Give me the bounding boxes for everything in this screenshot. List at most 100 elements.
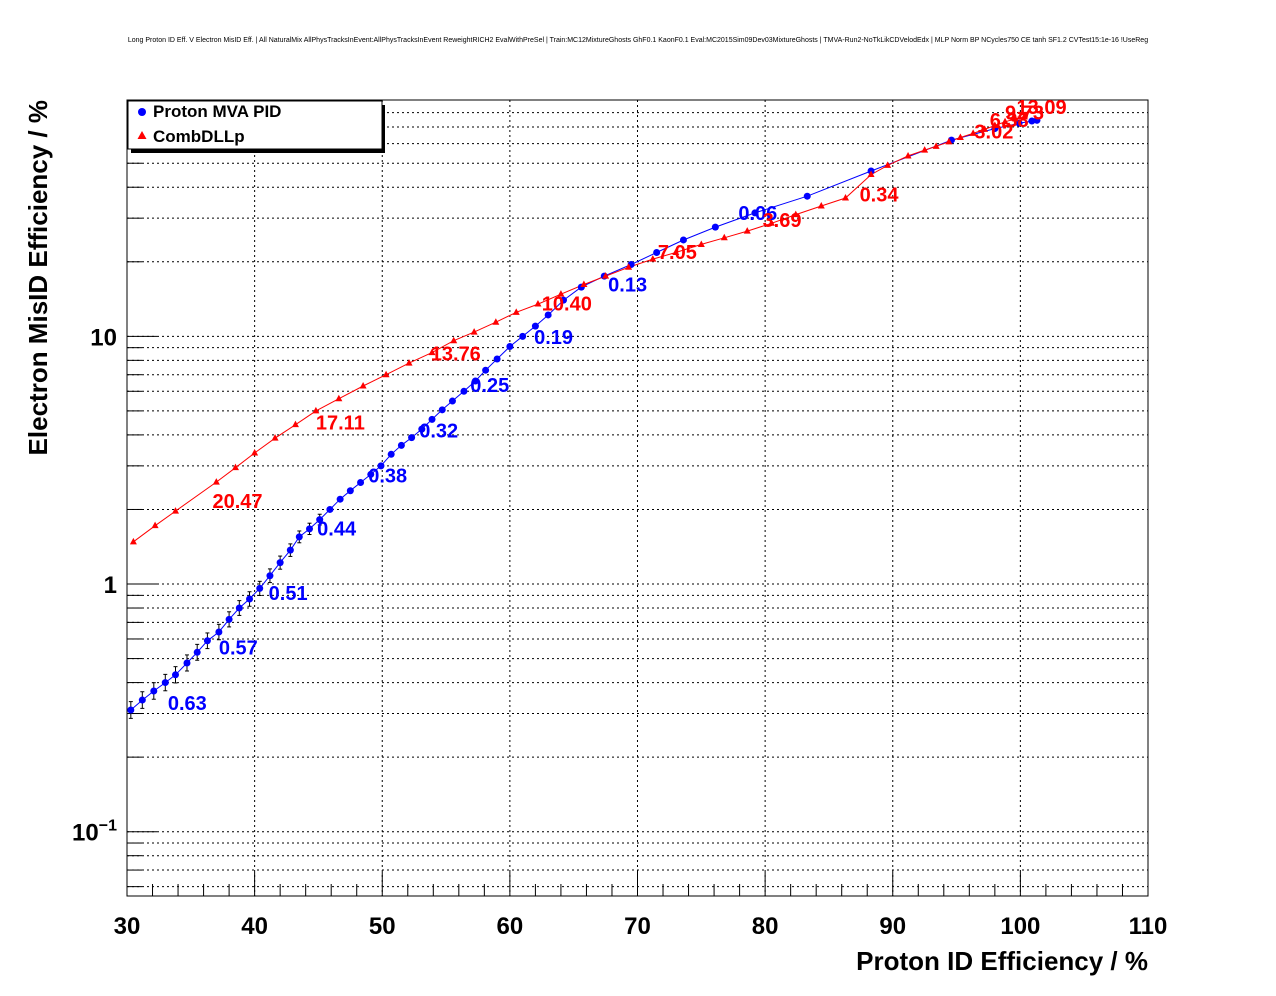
data-point-proton-mva xyxy=(316,516,324,524)
data-point-combdllp xyxy=(817,201,825,209)
data-point-combdllp xyxy=(932,142,940,149)
data-point-proton-mva xyxy=(295,533,303,541)
x-tick-label: 100 xyxy=(1000,913,1040,940)
data-point-combdllp xyxy=(649,255,657,262)
x-axis-title: Proton ID Efficiency / % xyxy=(856,946,1148,976)
data-point-proton-mva xyxy=(215,628,223,636)
data-point-proton-mva xyxy=(493,355,501,363)
data-point-proton-mva xyxy=(711,223,719,231)
data-label-combdllp: 13.76 xyxy=(431,343,481,365)
data-point-combdllp xyxy=(428,348,436,356)
data-label-proton-mva: 0.13 xyxy=(608,274,647,296)
y-axis-title: Electron MisID Efficiency / % xyxy=(23,100,53,455)
data-point-combdllp xyxy=(768,219,776,226)
data-point-proton-mva xyxy=(751,209,759,217)
data-point-combdllp xyxy=(1020,113,1028,120)
data-point-proton-mva xyxy=(276,559,284,567)
data-point-combdllp xyxy=(382,370,390,378)
data-point-combdllp xyxy=(981,125,989,132)
data-label-combdllp: 13.09 xyxy=(1017,97,1067,119)
data-point-proton-mva xyxy=(256,584,264,592)
series-points xyxy=(127,113,1041,719)
x-tick-label: 110 xyxy=(1129,913,1168,940)
data-point-proton-mva xyxy=(559,296,567,304)
series-line-combdllp xyxy=(133,116,1025,543)
data-point-combdllp xyxy=(312,406,320,414)
x-tick-label: 70 xyxy=(624,913,651,940)
data-point-combdllp xyxy=(171,507,179,514)
data-label-combdllp: 6.38 xyxy=(990,110,1029,132)
data-point-combdllp xyxy=(405,359,413,366)
y-tick-labels: 10−1 1 10 xyxy=(72,324,117,846)
data-point-proton-mva xyxy=(306,525,314,533)
data-point-combdllp xyxy=(291,420,299,428)
legend-marker-proton-mva xyxy=(138,108,146,116)
data-point-proton-mva xyxy=(367,470,375,478)
data-point-proton-mva xyxy=(203,637,211,645)
data-point-combdllp xyxy=(231,463,239,471)
data-point-proton-mva xyxy=(266,572,274,580)
data-point-combdllp xyxy=(212,478,220,485)
data-point-combdllp xyxy=(884,161,892,168)
data-label-proton-mva: 0.57 xyxy=(219,637,258,659)
data-point-combdllp xyxy=(921,146,929,153)
data-label-combdllp: 17.11 xyxy=(316,413,365,435)
data-point-proton-mva xyxy=(346,487,354,495)
data-point-proton-mva xyxy=(438,406,446,414)
data-point-combdllp xyxy=(720,233,728,241)
data-point-proton-mva xyxy=(225,615,233,623)
data-point-combdllp xyxy=(271,434,279,441)
data-point-combdllp xyxy=(969,129,977,136)
data-point-combdllp xyxy=(1011,114,1019,122)
data-point-proton-mva xyxy=(471,377,479,385)
data-point-proton-mva xyxy=(544,311,552,319)
legend-label-combdllp: CombDLLp xyxy=(153,127,245,146)
data-point-combdllp xyxy=(792,210,800,218)
data-point-combdllp xyxy=(743,227,751,234)
data-point-combdllp xyxy=(492,318,500,325)
data-point-combdllp xyxy=(867,170,875,178)
data-point-combdllp xyxy=(470,328,478,335)
data-point-proton-mva xyxy=(235,604,243,612)
data-point-combdllp xyxy=(580,280,588,287)
data-point-combdllp xyxy=(625,263,633,270)
data-label-proton-mva: 0.25 xyxy=(470,375,509,397)
data-point-proton-mva xyxy=(377,462,385,470)
data-point-proton-mva xyxy=(336,495,344,503)
data-point-combdllp xyxy=(842,193,850,201)
data-point-proton-mva xyxy=(183,659,191,667)
data-point-proton-mva xyxy=(448,397,456,405)
data-label-proton-mva: 0.06 xyxy=(738,203,777,225)
y-tick-label: 10 xyxy=(90,324,117,351)
data-point-proton-mva xyxy=(357,478,365,486)
y-tick-label: 1 xyxy=(104,572,117,599)
data-point-proton-mva xyxy=(653,249,661,257)
data-point-proton-mva xyxy=(408,434,416,442)
data-point-combdllp xyxy=(697,240,705,247)
legend-label-proton-mva: Proton MVA PID xyxy=(153,102,281,121)
data-label-proton-mva: 0.19 xyxy=(534,327,573,349)
data-label-combdllp: 3.02 xyxy=(974,121,1013,143)
data-point-proton-mva xyxy=(326,505,334,513)
data-label-proton-mva: 0.44 xyxy=(317,518,357,540)
grid xyxy=(127,99,1148,896)
data-point-combdllp xyxy=(904,151,912,159)
data-label-proton-mva: 0.32 xyxy=(419,421,458,443)
data-point-proton-mva xyxy=(519,332,527,340)
data-point-proton-mva xyxy=(161,679,169,687)
series-line-proton-mva xyxy=(130,119,1038,711)
data-point-proton-mva xyxy=(387,450,395,458)
data-point-combdllp xyxy=(1001,117,1009,125)
data-point-proton-mva xyxy=(127,706,135,714)
x-tick-label: 30 xyxy=(114,913,141,940)
legend-box xyxy=(127,100,383,150)
data-point-combdllp xyxy=(512,308,520,315)
x-tick-label: 60 xyxy=(497,913,524,940)
data-point-proton-mva xyxy=(150,687,158,695)
data-point-combdllp xyxy=(602,272,610,279)
data-label-combdllp: 3.69 xyxy=(763,210,802,232)
data-point-proton-mva xyxy=(1033,116,1041,124)
data-point-proton-mva xyxy=(803,192,811,200)
data-point-proton-mva xyxy=(679,236,687,244)
